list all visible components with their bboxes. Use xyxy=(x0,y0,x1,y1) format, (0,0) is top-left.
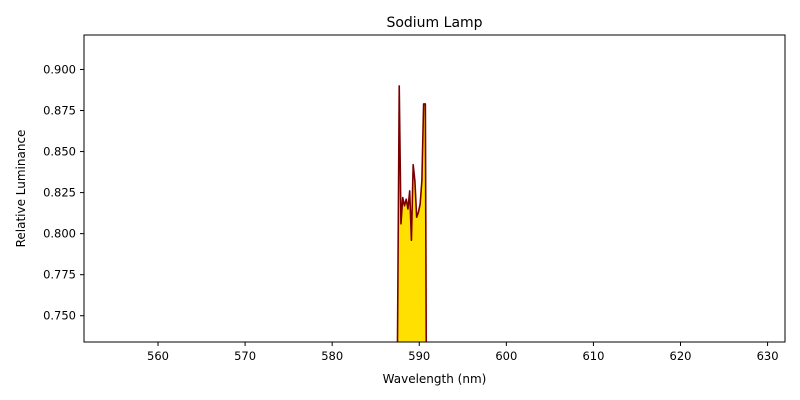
series-line xyxy=(396,85,428,342)
x-tick-label: 560 xyxy=(147,349,169,363)
y-tick-label: 0.850 xyxy=(43,145,76,159)
plot-frame xyxy=(83,34,786,343)
y-tick-label: 0.750 xyxy=(43,309,76,323)
x-tick-label: 570 xyxy=(234,349,256,363)
y-tick-label: 0.825 xyxy=(43,186,76,200)
series-area-fill xyxy=(397,85,427,342)
chart-title: Sodium Lamp xyxy=(386,15,482,31)
x-tick-label: 600 xyxy=(495,349,517,363)
y-tick-label: 0.875 xyxy=(43,104,76,118)
plot-area xyxy=(84,35,785,342)
x-tick-label: 620 xyxy=(670,349,692,363)
y-tick-label: 0.900 xyxy=(43,62,76,76)
x-axis-label: Wavelength (nm) xyxy=(383,372,487,386)
x-tick-label: 630 xyxy=(757,349,779,363)
y-tick-label: 0.800 xyxy=(43,227,76,241)
y-tick-label: 0.775 xyxy=(43,268,76,282)
y-axis-label: Relative Luminance xyxy=(14,130,28,248)
x-tick-label: 610 xyxy=(582,349,604,363)
x-tick-label: 580 xyxy=(321,349,343,363)
x-tick-label: 590 xyxy=(408,349,430,363)
